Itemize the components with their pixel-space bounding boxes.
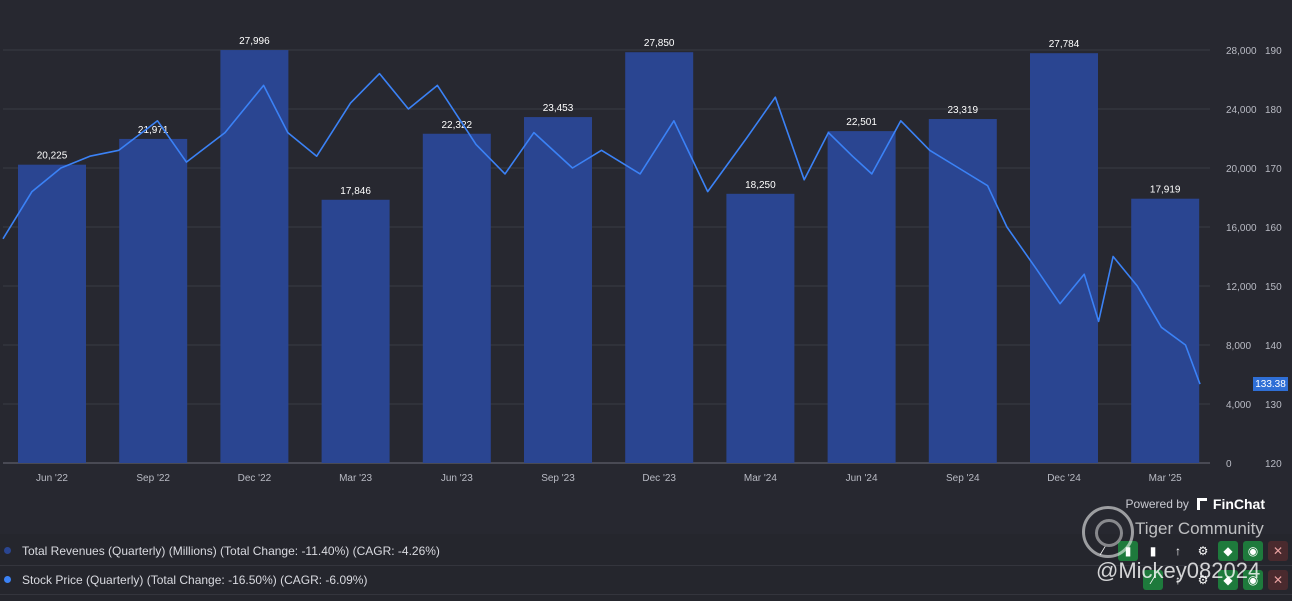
x-tick-label: Mar '23 — [339, 473, 372, 484]
bar-value-label: 20,225 — [37, 151, 68, 162]
axis-toggle-icon[interactable]: ↑ — [1175, 544, 1181, 558]
close-icon[interactable]: ✕ — [1268, 570, 1288, 590]
y-left-tick-label: 28,000 — [1226, 46, 1257, 57]
bar-value-label: 17,846 — [340, 186, 371, 197]
revenue-bar — [726, 193, 795, 463]
tag-icon[interactable]: ◆ — [1218, 570, 1238, 590]
y-left-tick-label: 4,000 — [1226, 400, 1251, 411]
legend-stock-label: Stock Price (Quarterly) (Total Change: -… — [22, 572, 368, 587]
powered-by-label: Powered by — [1125, 497, 1189, 511]
x-tick-label: Jun '22 — [36, 473, 68, 484]
y-left-tick-label: 0 — [1226, 459, 1232, 470]
legend-revenue-label: Total Revenues (Quarterly) (Millions) (T… — [22, 543, 440, 558]
revenue-bar — [18, 164, 86, 463]
y-right-tick-label: 130 — [1265, 400, 1282, 411]
gear-icon[interactable]: ⚙ — [1197, 573, 1209, 587]
bar-value-label: 23,453 — [543, 103, 574, 114]
y-left-tick-label: 16,000 — [1226, 223, 1257, 234]
y-left-tick-label: 8,000 — [1226, 341, 1251, 352]
watermark-user: @Mickey082024 — [1096, 558, 1261, 583]
stacked-bar-icon[interactable]: ▮ — [1149, 544, 1157, 558]
y-right-tick-label: 160 — [1265, 223, 1282, 234]
line-chart-icon[interactable]: ⁄ — [1143, 570, 1163, 590]
revenue-bar — [827, 131, 896, 464]
watermark-community: Tiger Community — [1135, 519, 1264, 538]
x-tick-label: Jun '24 — [846, 473, 878, 484]
bar-value-label: 22,501 — [846, 117, 877, 128]
axes: 0 4,000 8,000 12,000 16,000 20,000 24,000 28,00… — [36, 46, 1282, 484]
series-color-dot — [4, 547, 11, 554]
close-icon[interactable]: ✕ — [1268, 541, 1288, 561]
legend: Total Revenues (Quarterly) (Millions) (T… — [0, 534, 1292, 601]
last-price-badge: 133.38 — [1253, 377, 1288, 391]
bar-value-label: 18,250 — [745, 180, 776, 191]
x-tick-label: Mar '25 — [1149, 473, 1182, 484]
x-tick-label: Jun '23 — [441, 473, 473, 484]
bar-value-label: 22,322 — [442, 120, 473, 131]
x-tick-label: Dec '24 — [1047, 473, 1081, 484]
x-tick-label: Sep '22 — [136, 473, 170, 484]
eye-icon[interactable]: ◉ — [1243, 541, 1263, 561]
bar-value-label: 27,784 — [1049, 39, 1080, 50]
legend-item-stock[interactable]: Stock Price (Quarterly) (Total Change: -… — [0, 565, 1292, 595]
tiger-logo-icon — [1082, 506, 1134, 558]
revenue-bar — [220, 50, 289, 464]
combo-chart: 20,225 21,971 27,996 17,846 22,322 23,453 27,8… — [2, 36, 1282, 484]
y-right-tick-label: 120 — [1265, 459, 1282, 470]
y-right-tick-label: 180 — [1265, 105, 1282, 116]
series-toolbar: ⁄ ▮ ▮ ↑ ⚙ ◆ ◉ ✕ — [1093, 541, 1288, 561]
revenue-bar — [321, 199, 390, 464]
x-tick-label: Dec '22 — [238, 473, 272, 484]
series-toolbar: ⁄ ↑ ⚙ ◆ ◉ ✕ — [1143, 570, 1288, 590]
y-left-tick-label: 24,000 — [1226, 105, 1257, 116]
gear-icon[interactable]: ⚙ — [1197, 544, 1209, 558]
bar-value-label: 17,919 — [1150, 185, 1181, 196]
revenue-bars: 20,225 21,971 27,996 17,846 22,322 23,453 27,8… — [18, 36, 1200, 464]
bar-value-label: 27,996 — [239, 36, 270, 47]
y-right-tick-label: 140 — [1265, 341, 1282, 352]
bar-value-label: 23,319 — [948, 105, 979, 116]
x-tick-label: Mar '24 — [744, 473, 777, 484]
x-tick-label: Sep '23 — [541, 473, 575, 484]
tag-icon[interactable]: ◆ — [1218, 541, 1238, 561]
powered-by: Powered by FinChat — [1126, 496, 1265, 512]
stock-price-path — [2, 72, 1201, 385]
axis-toggle-icon[interactable]: ↑ — [1175, 573, 1181, 587]
y-left-tick-label: 20,000 — [1226, 164, 1257, 175]
series-color-dot — [4, 576, 11, 583]
bar-value-label: 21,971 — [138, 125, 169, 136]
revenue-bar — [422, 133, 491, 464]
x-tick-label: Dec '23 — [642, 473, 676, 484]
eye-icon[interactable]: ◉ — [1243, 570, 1263, 590]
y-right-tick-label: 170 — [1265, 164, 1282, 175]
revenue-bar — [119, 138, 188, 464]
finchat-logo-icon — [1195, 497, 1207, 511]
bar-value-label: 27,850 — [644, 38, 675, 49]
grid-lines — [3, 49, 1210, 464]
stock-price-line — [2, 72, 1201, 385]
revenue-bar — [928, 119, 997, 464]
brand-name: FinChat — [1212, 496, 1265, 512]
revenue-bar — [625, 52, 694, 464]
revenue-bar — [1030, 53, 1098, 463]
y-right-tick-label: 150 — [1265, 282, 1282, 293]
revenue-bar — [524, 117, 592, 464]
y-right-tick-label: 190 — [1265, 46, 1282, 57]
x-tick-label: Sep '24 — [946, 473, 980, 484]
y-left-tick-label: 12,000 — [1226, 282, 1257, 293]
legend-item-revenue[interactable]: Total Revenues (Quarterly) (Millions) (T… — [0, 536, 1292, 566]
